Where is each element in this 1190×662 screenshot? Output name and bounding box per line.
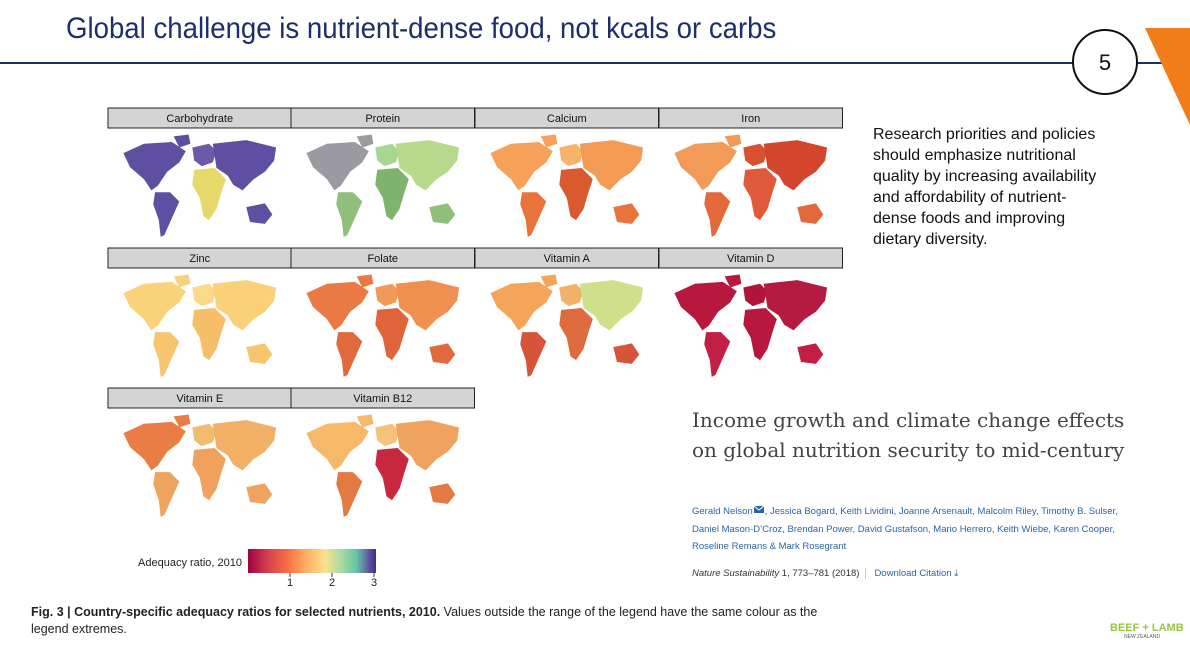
panel-title: Iron: [741, 113, 760, 125]
legend-colorbar: [248, 549, 376, 573]
download-citation[interactable]: Download Citation ⤓: [865, 568, 959, 579]
legend-tick-label: 3: [371, 577, 377, 589]
author-line: Roseline Remans & Mark Rosegrant: [692, 541, 847, 552]
corner-accent: [1145, 28, 1190, 125]
panel-header: [658, 107, 843, 129]
panel-header: [290, 387, 475, 409]
figure-caption: Fig. 3 | Country-specific adequacy ratio…: [31, 604, 831, 638]
slide-title: Global challenge is nutrient-dense food,…: [66, 12, 777, 45]
authors: , Jessica Bogard, Keith Lividini, Joanne…: [764, 506, 1118, 517]
author-line: Daniel Mason-D’Croz, Brendan Power, Davi…: [692, 524, 1115, 535]
world-map: [123, 414, 277, 517]
world-map: [674, 134, 828, 237]
panel-title: Calcium: [547, 113, 587, 125]
panel-title: Zinc: [189, 253, 210, 265]
legend-ticks: 1 2 3: [287, 573, 377, 589]
panel-header: [658, 247, 843, 269]
world-map: [306, 414, 460, 517]
journal: Nature Sustainability: [692, 568, 780, 579]
citation-detail: 1, 773–781 (2018): [781, 568, 860, 579]
panel-title: Vitamin D: [727, 253, 775, 265]
world-map: [490, 134, 644, 237]
panel-title: Folate: [367, 253, 398, 265]
logo-sub: NEW ZEALAND: [1124, 634, 1161, 640]
slide-number: 5: [1099, 50, 1111, 75]
key-message: Research priorities and policies should …: [873, 126, 1097, 248]
author: Gerald Nelson: [692, 506, 753, 517]
citation: Nature Sustainability 1, 773–781 (2018) D…: [692, 568, 959, 579]
paper-title: Income growth and climate change effects…: [692, 408, 1125, 462]
world-map: [123, 134, 277, 237]
caption-text: Values outside the range of the legend h…: [31, 605, 818, 636]
panel-title: Protein: [365, 113, 400, 125]
email-icon: [753, 505, 765, 513]
world-map: [306, 274, 460, 377]
map-panels: Carbohydrate Protein Calcium Iron Zinc Folate…: [107, 107, 843, 517]
world-map: [674, 274, 828, 377]
legend-label: Adequacy ratio, 2010: [138, 557, 242, 569]
world-map: [123, 274, 277, 377]
legend-tick-label: 2: [329, 577, 335, 589]
author-line: Gerald Nelson , Jessica Bogard, Keith Liv…: [692, 505, 1118, 517]
caption-bold: Fig. 3 | Country-specific adequacy ratio…: [31, 605, 441, 619]
panel-title: Vitamin B12: [353, 393, 412, 405]
panel-title: Carbohydrate: [166, 113, 233, 125]
legend-tick-label: 1: [287, 577, 293, 589]
world-map: [306, 134, 460, 237]
panel-title: Vitamin E: [176, 393, 223, 405]
logo: BEEF + LAMB: [1110, 622, 1184, 634]
world-map: [490, 274, 644, 377]
panel-title: Vitamin A: [544, 253, 591, 265]
slide-number-badge: [1072, 29, 1138, 95]
